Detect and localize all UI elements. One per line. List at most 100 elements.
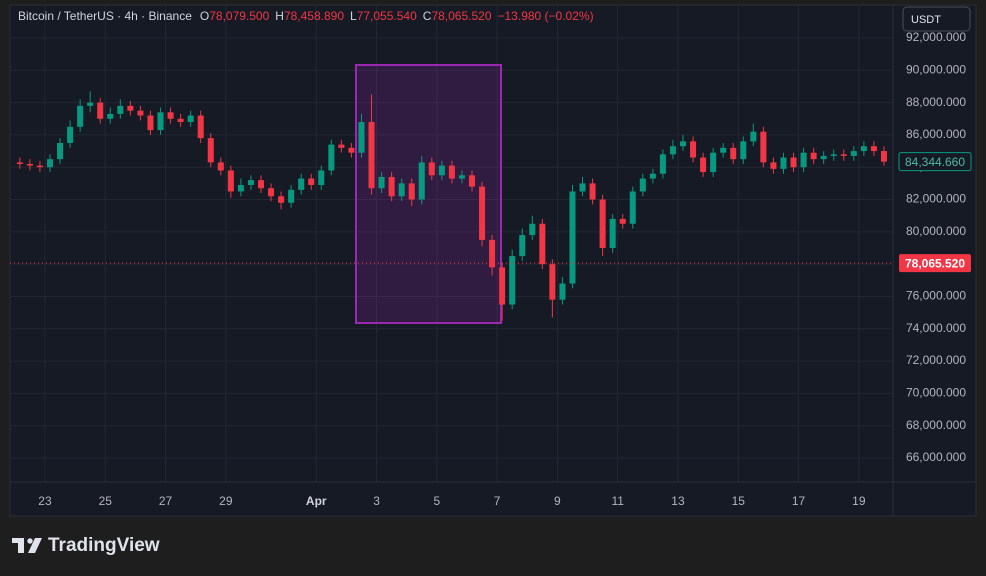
ohlc-key: O	[200, 9, 209, 23]
candle-body	[147, 115, 154, 131]
price-tag-label: 78,065.520	[905, 256, 965, 270]
y-tick-label: 76,000.000	[906, 289, 966, 303]
y-tick-label: 86,000.000	[906, 127, 966, 141]
candle-body	[850, 151, 857, 156]
candles	[10, 91, 893, 321]
y-tick-label: 66,000.000	[906, 450, 966, 464]
candle-body	[388, 176, 395, 197]
candle-body	[579, 183, 586, 192]
candle-body	[117, 105, 124, 114]
x-tick-label: 17	[792, 494, 806, 508]
x-tick-label: 27	[159, 494, 173, 508]
candle-body	[298, 178, 305, 190]
candle-body	[750, 131, 757, 142]
x-tick-label: 7	[494, 494, 501, 508]
candle-body	[348, 147, 355, 153]
candle-body	[167, 112, 174, 119]
candle-body	[529, 223, 536, 236]
candle-body	[318, 170, 325, 185]
candle-body	[458, 175, 465, 179]
candle-body	[207, 138, 214, 163]
ohlc-key: H	[275, 9, 284, 23]
y-tick-label: 74,000.000	[906, 321, 966, 335]
candle-body	[16, 162, 23, 164]
candle-body	[649, 173, 656, 179]
rectangle-drawing[interactable]	[355, 64, 502, 324]
candle-body	[137, 110, 144, 116]
currency-label[interactable]: USDT	[911, 14, 941, 26]
candle-body	[519, 235, 526, 257]
grid	[10, 5, 893, 482]
x-tick-label: 15	[732, 494, 746, 508]
ohlc-key: C	[423, 9, 432, 23]
y-tick-label: 90,000.000	[906, 62, 966, 76]
candle-body	[468, 175, 476, 187]
candle-body	[438, 165, 445, 176]
candle-body	[418, 162, 425, 200]
candle-body	[398, 183, 405, 197]
candle-body	[629, 191, 636, 224]
y-tick-label: 70,000.000	[906, 386, 966, 400]
candle-body	[378, 176, 385, 189]
x-tick-label: 23	[38, 494, 52, 508]
legend-header: Bitcoin / TetherUS · 4h · Binance O78,079…	[18, 9, 594, 23]
candle-body	[499, 267, 506, 305]
candle-body	[619, 218, 626, 224]
candle-body	[278, 196, 285, 203]
candle-body	[97, 102, 104, 119]
candle-body	[308, 178, 315, 185]
candle-body	[870, 146, 877, 152]
candle-body	[669, 146, 676, 155]
candle-body	[609, 218, 616, 248]
candle-body	[157, 112, 164, 131]
change: −13.980 (−0.02%)	[498, 9, 594, 23]
x-tick-label: 5	[433, 494, 440, 508]
candle-body	[489, 239, 496, 268]
candle-body	[810, 152, 817, 160]
axis-labels: 66,000.000 68,000.000 70,000.000 72,000.000…	[38, 30, 972, 508]
price-tag	[899, 254, 971, 273]
candle-body	[177, 118, 184, 122]
candle-body	[36, 165, 43, 168]
candle-body	[790, 157, 797, 168]
candle-body	[679, 141, 687, 147]
candle-body	[408, 183, 415, 200]
brand-name: TradingView	[48, 535, 160, 556]
candle-body	[227, 170, 234, 192]
candle-body	[358, 121, 365, 153]
candle-body	[288, 189, 295, 203]
candle-body	[428, 162, 435, 176]
candle-body	[448, 165, 455, 179]
ohlc-value: 77,055.540	[357, 9, 417, 23]
y-tick-label: 82,000.000	[906, 192, 966, 206]
candle-body	[268, 188, 275, 197]
candle-body	[107, 113, 114, 119]
candle-body	[730, 147, 737, 160]
candle-body	[780, 157, 787, 169]
candle-body	[479, 186, 486, 240]
candle-body	[770, 162, 777, 169]
x-tick-label: 13	[671, 494, 685, 508]
candle-body	[328, 144, 335, 171]
candle-body	[77, 105, 84, 127]
ohlc-key: L	[350, 9, 357, 23]
candle-body	[217, 162, 224, 171]
candle-body	[509, 256, 516, 305]
y-tick-label: 72,000.000	[906, 353, 966, 367]
candle-body	[880, 151, 887, 162]
candle-body	[247, 180, 254, 185]
candle-body	[860, 146, 867, 152]
currency-button[interactable]	[902, 6, 971, 32]
candle-body	[659, 154, 666, 174]
x-tick-label: 9	[554, 494, 561, 508]
x-tick-label: Apr	[306, 494, 327, 508]
candle-body	[67, 126, 74, 143]
ohlc-value: 78,065.520	[431, 9, 491, 23]
last-price-tag	[898, 152, 972, 172]
x-tick-label: 25	[99, 494, 113, 508]
ohlc-value: 78,458.890	[284, 9, 344, 23]
x-tick-label: 11	[611, 494, 624, 508]
candle-body	[700, 157, 707, 173]
candle-body	[830, 154, 837, 156]
